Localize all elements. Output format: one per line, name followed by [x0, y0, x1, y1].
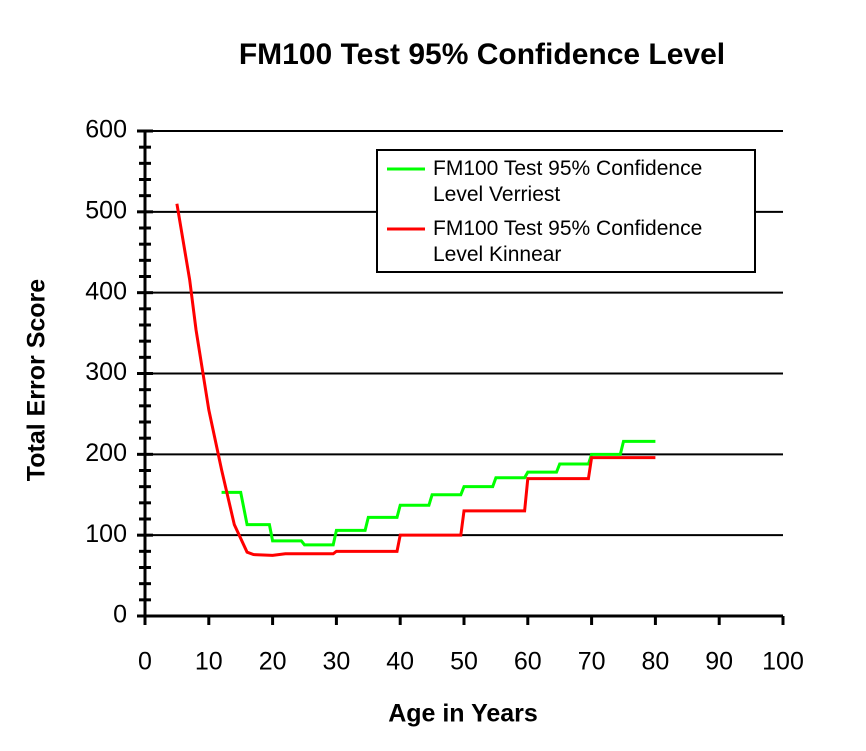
- chart-title: FM100 Test 95% Confidence Level: [239, 38, 725, 71]
- x-tick-label: 90: [705, 648, 733, 676]
- x-axis-label: Age in Years: [388, 700, 538, 728]
- x-tick-label: 30: [322, 648, 350, 676]
- legend-entry-box: FM100 Test 95% Confidence Level Verriest: [433, 157, 703, 206]
- x-tick-label: 0: [138, 648, 152, 676]
- x-tick-label: 10: [195, 648, 223, 676]
- x-tick-label: 100: [762, 648, 804, 676]
- y-tick-label: 0: [113, 601, 127, 629]
- x-tick-label: 60: [514, 648, 542, 676]
- y-axis-label: Total Error Score: [23, 279, 51, 481]
- legend-entry-box: FM100 Test 95% Confidence Level Kinnear: [433, 217, 703, 266]
- legend-label: FM100 Test 95% Confidence Level Verriest: [433, 157, 703, 206]
- legend-box: [376, 149, 756, 273]
- x-tick-label: 80: [641, 648, 669, 676]
- y-tick-label: 500: [85, 196, 127, 224]
- x-tick-label: 50: [450, 648, 478, 676]
- data-line: [221, 439, 656, 547]
- y-tick-label: 100: [85, 520, 127, 548]
- y-tick-label: 300: [85, 358, 127, 386]
- x-tick-label: 70: [578, 648, 606, 676]
- y-tick-label: 400: [85, 277, 127, 305]
- x-tick-label: 40: [386, 648, 414, 676]
- legend-label: FM100 Test 95% Confidence Level Kinnear: [433, 217, 703, 266]
- y-tick-label: 200: [85, 439, 127, 467]
- y-tick-label: 600: [85, 116, 127, 144]
- x-tick-label: 20: [259, 648, 287, 676]
- data-line: [175, 203, 656, 557]
